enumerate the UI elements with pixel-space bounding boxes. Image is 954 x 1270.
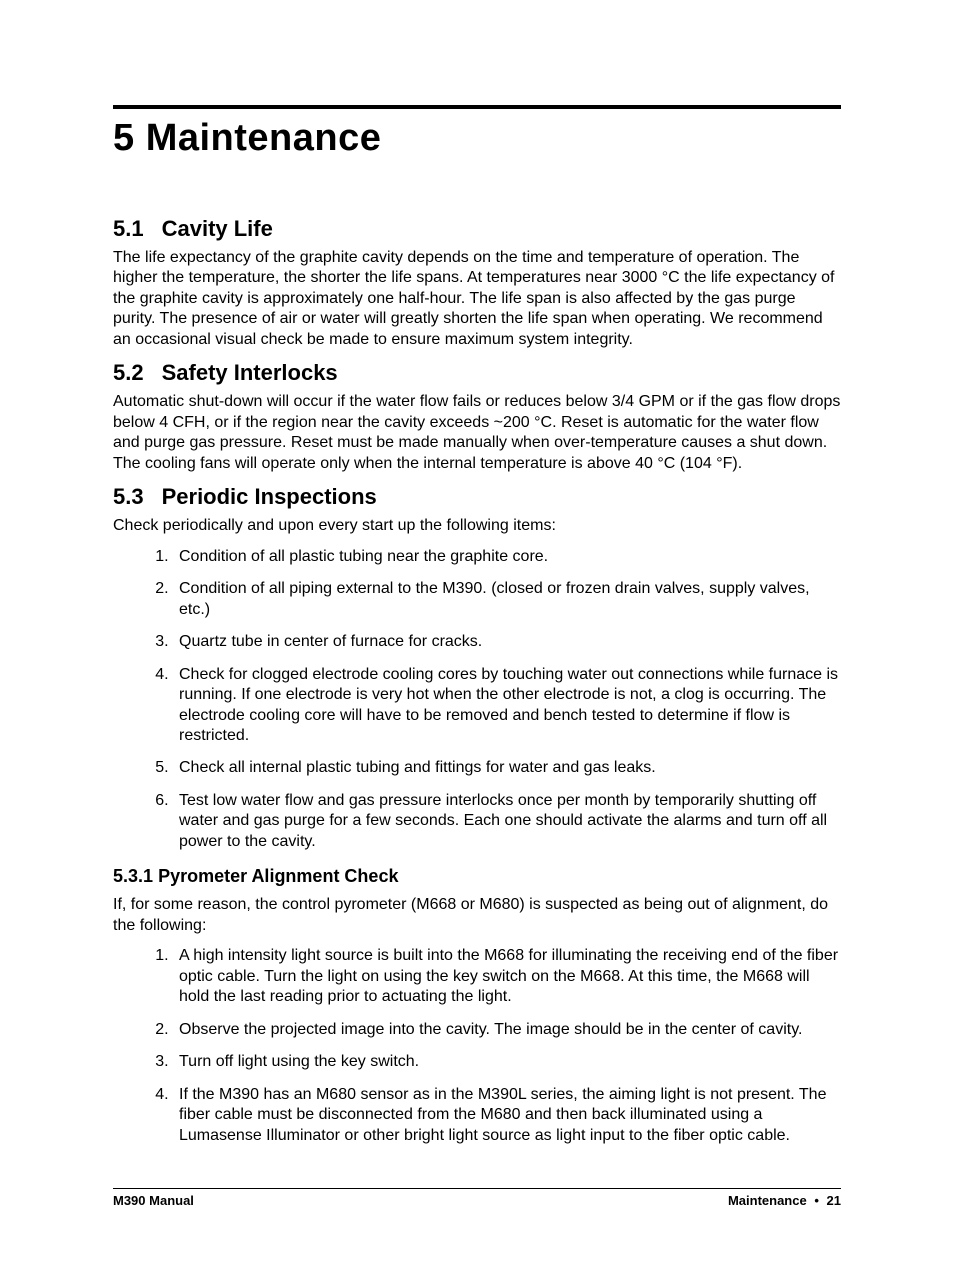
chapter-name: Maintenance: [146, 117, 382, 159]
footer-page-number: 21: [827, 1193, 841, 1208]
subsection-number: 5.3.1: [113, 866, 153, 886]
chapter-title: 5 Maintenance: [113, 117, 841, 160]
section-5-1-body: The life expectancy of the graphite cavi…: [113, 248, 841, 350]
list-item: Condition of all piping external to the …: [173, 579, 841, 620]
section-5-2-body: Automatic shut-down will occur if the wa…: [113, 392, 841, 474]
page-footer: M390 Manual Maintenance • 21: [113, 1188, 841, 1208]
section-number: 5.2: [113, 360, 144, 386]
section-number: 5.1: [113, 216, 144, 242]
inspection-list: Condition of all plastic tubing near the…: [113, 547, 841, 853]
section-title: Periodic Inspections: [162, 484, 377, 509]
list-item: Quartz tube in center of furnace for cra…: [173, 632, 841, 652]
section-5-3-intro: Check periodically and upon every start …: [113, 516, 841, 536]
list-item: Observe the projected image into the cav…: [173, 1020, 841, 1040]
alignment-list: A high intensity light source is built i…: [113, 946, 841, 1146]
section-5-1-heading: 5.1 Cavity Life: [113, 216, 841, 242]
list-item: Condition of all plastic tubing near the…: [173, 547, 841, 567]
list-item: Check all internal plastic tubing and fi…: [173, 758, 841, 778]
list-item: Check for clogged electrode cooling core…: [173, 665, 841, 747]
section-5-3-heading: 5.3 Periodic Inspections: [113, 484, 841, 510]
list-item: Test low water flow and gas pressure int…: [173, 791, 841, 852]
section-title: Cavity Life: [162, 216, 273, 241]
footer-section: Maintenance: [728, 1193, 807, 1208]
footer-right: Maintenance • 21: [728, 1193, 841, 1208]
section-5-3-1-intro: If, for some reason, the control pyromet…: [113, 895, 841, 936]
section-number: 5.3: [113, 484, 144, 510]
footer-bullet: •: [814, 1193, 819, 1208]
subsection-title: Pyrometer Alignment Check: [158, 866, 398, 886]
section-5-3-1-heading: 5.3.1 Pyrometer Alignment Check: [113, 866, 841, 887]
section-5-2-heading: 5.2 Safety Interlocks: [113, 360, 841, 386]
footer-manual-name: M390 Manual: [113, 1193, 194, 1208]
section-title: Safety Interlocks: [162, 360, 338, 385]
manual-page: 5 Maintenance 5.1 Cavity Life The life ex…: [0, 0, 954, 1270]
top-rule: [113, 105, 841, 109]
list-item: Turn off light using the key switch.: [173, 1052, 841, 1072]
chapter-number: 5: [113, 117, 135, 159]
list-item: If the M390 has an M680 sensor as in the…: [173, 1085, 841, 1146]
list-item: A high intensity light source is built i…: [173, 946, 841, 1007]
